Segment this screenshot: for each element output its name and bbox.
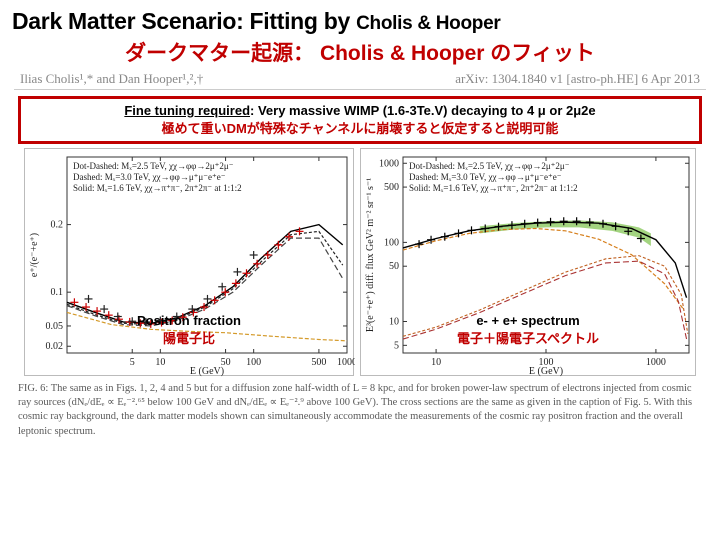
title-author: Cholis & Hooper: [356, 13, 500, 34]
svg-text:5: 5: [130, 357, 135, 368]
callout-jp: 極めて重いDMが特殊なチャンネルに崩壊すると仮定すると説明可能: [29, 118, 691, 137]
main-title: Dark Matter Scenario: Fitting by Cholis …: [0, 0, 720, 35]
svg-text:Dashed: Mₓ=3.0 TeV, χχ→φφ→μ⁺μ⁻: Dashed: Mₓ=3.0 TeV, χχ→φφ→μ⁺μ⁻e⁺e⁻: [73, 172, 226, 182]
svg-text:0.1: 0.1: [51, 287, 64, 298]
svg-text:0.2: 0.2: [51, 220, 64, 231]
svg-text:10: 10: [155, 357, 165, 368]
svg-text:10: 10: [389, 317, 399, 328]
author-names: Ilias Cholis¹,* and Dan Hooper¹,²,†: [20, 71, 203, 87]
svg-text:1000: 1000: [379, 158, 399, 169]
chart-right-jp: 電子＋陽電子スペクトル: [457, 328, 599, 347]
figure-caption: FIG. 6: The same as in Figs. 1, 2, 4 and…: [0, 376, 720, 443]
svg-text:1000: 1000: [337, 357, 355, 368]
svg-text:1000: 1000: [646, 357, 666, 368]
divider: [14, 89, 706, 90]
svg-text:e⁺/(e⁻+e⁺): e⁺/(e⁻+e⁺): [29, 233, 40, 277]
positron-fraction-chart: 0.020.050.10.2510501005001000e⁺/(e⁻+e⁺)E…: [24, 148, 354, 376]
callout-en-underline: Fine tuning required: [124, 103, 250, 118]
callout-en-tail: : Very massive WIMP (1.6-3Te.V) decaying…: [250, 103, 596, 118]
fine-tuning-callout: Fine tuning required: Very massive WIMP …: [18, 96, 702, 144]
svg-text:E³(e⁻+e⁺) diff. flux GeV² m⁻²: E³(e⁻+e⁺) diff. flux GeV² m⁻² sr⁻¹ s⁻¹: [365, 178, 376, 332]
svg-text:0.05: 0.05: [46, 321, 64, 332]
chart-left-jp: 陽電子比: [137, 328, 241, 347]
spectrum-chart: 510501005001000101001000E³(e⁻+e⁺) diff. …: [360, 148, 696, 376]
svg-text:0.02: 0.02: [46, 341, 64, 352]
svg-text:500: 500: [311, 357, 326, 368]
svg-text:Dot-Dashed: Mₓ=2.5 TeV, χχ→φφ→: Dot-Dashed: Mₓ=2.5 TeV, χχ→φφ→2μ⁺2μ⁻: [73, 161, 234, 171]
authors-row: Ilias Cholis¹,* and Dan Hooper¹,²,† arXi…: [0, 67, 720, 89]
svg-text:50: 50: [389, 261, 399, 272]
title-text: Dark Matter Scenario: Fitting by: [12, 8, 356, 34]
svg-text:Dashed: Mₓ=3.0 TeV, χχ→φφ→μ⁺μ⁻: Dashed: Mₓ=3.0 TeV, χχ→φφ→μ⁺μ⁻e⁺e⁻: [409, 172, 562, 182]
subtitle: ダークマター起源： Cholis & Hooper のフィット: [0, 37, 720, 67]
arxiv-ref: arXiv: 1304.1840 v1 [astro-ph.HE] 6 Apr …: [455, 71, 700, 87]
callout-en: Fine tuning required: Very massive WIMP …: [29, 103, 691, 118]
svg-text:Solid: Mₓ=1.6 TeV, χχ→π⁺π⁻, 2π: Solid: Mₓ=1.6 TeV, χχ→π⁺π⁻, 2π⁺2π⁻ at 1:…: [409, 183, 578, 193]
chart-right-en: e- + e+ spectrum: [457, 313, 599, 328]
svg-text:Dot-Dashed: Mₓ=2.5 TeV, χχ→φφ→: Dot-Dashed: Mₓ=2.5 TeV, χχ→φφ→2μ⁺2μ⁻: [409, 161, 570, 171]
chart-right-label: e- + e+ spectrum 電子＋陽電子スペクトル: [457, 313, 599, 347]
svg-text:10: 10: [431, 357, 441, 368]
svg-text:500: 500: [384, 182, 399, 193]
svg-text:100: 100: [384, 237, 399, 248]
svg-text:100: 100: [246, 357, 261, 368]
svg-text:E (GeV): E (GeV): [529, 366, 563, 377]
chart-left-en: Positron fraction: [137, 313, 241, 328]
charts-row: 0.02 0.05 0.1 0.2 5 10 50 100 500 1000 e⁺/(e⁻+e⁺) E…: [0, 148, 720, 376]
svg-text:5: 5: [394, 340, 399, 351]
svg-text:Solid: Mₓ=1.6 TeV, χχ→π⁺π⁻, 2π: Solid: Mₓ=1.6 TeV, χχ→π⁺π⁻, 2π⁺2π⁻ at 1:…: [73, 183, 242, 193]
svg-text:E (GeV): E (GeV): [190, 366, 224, 377]
chart-left-label: Positron fraction 陽電子比: [137, 313, 241, 347]
